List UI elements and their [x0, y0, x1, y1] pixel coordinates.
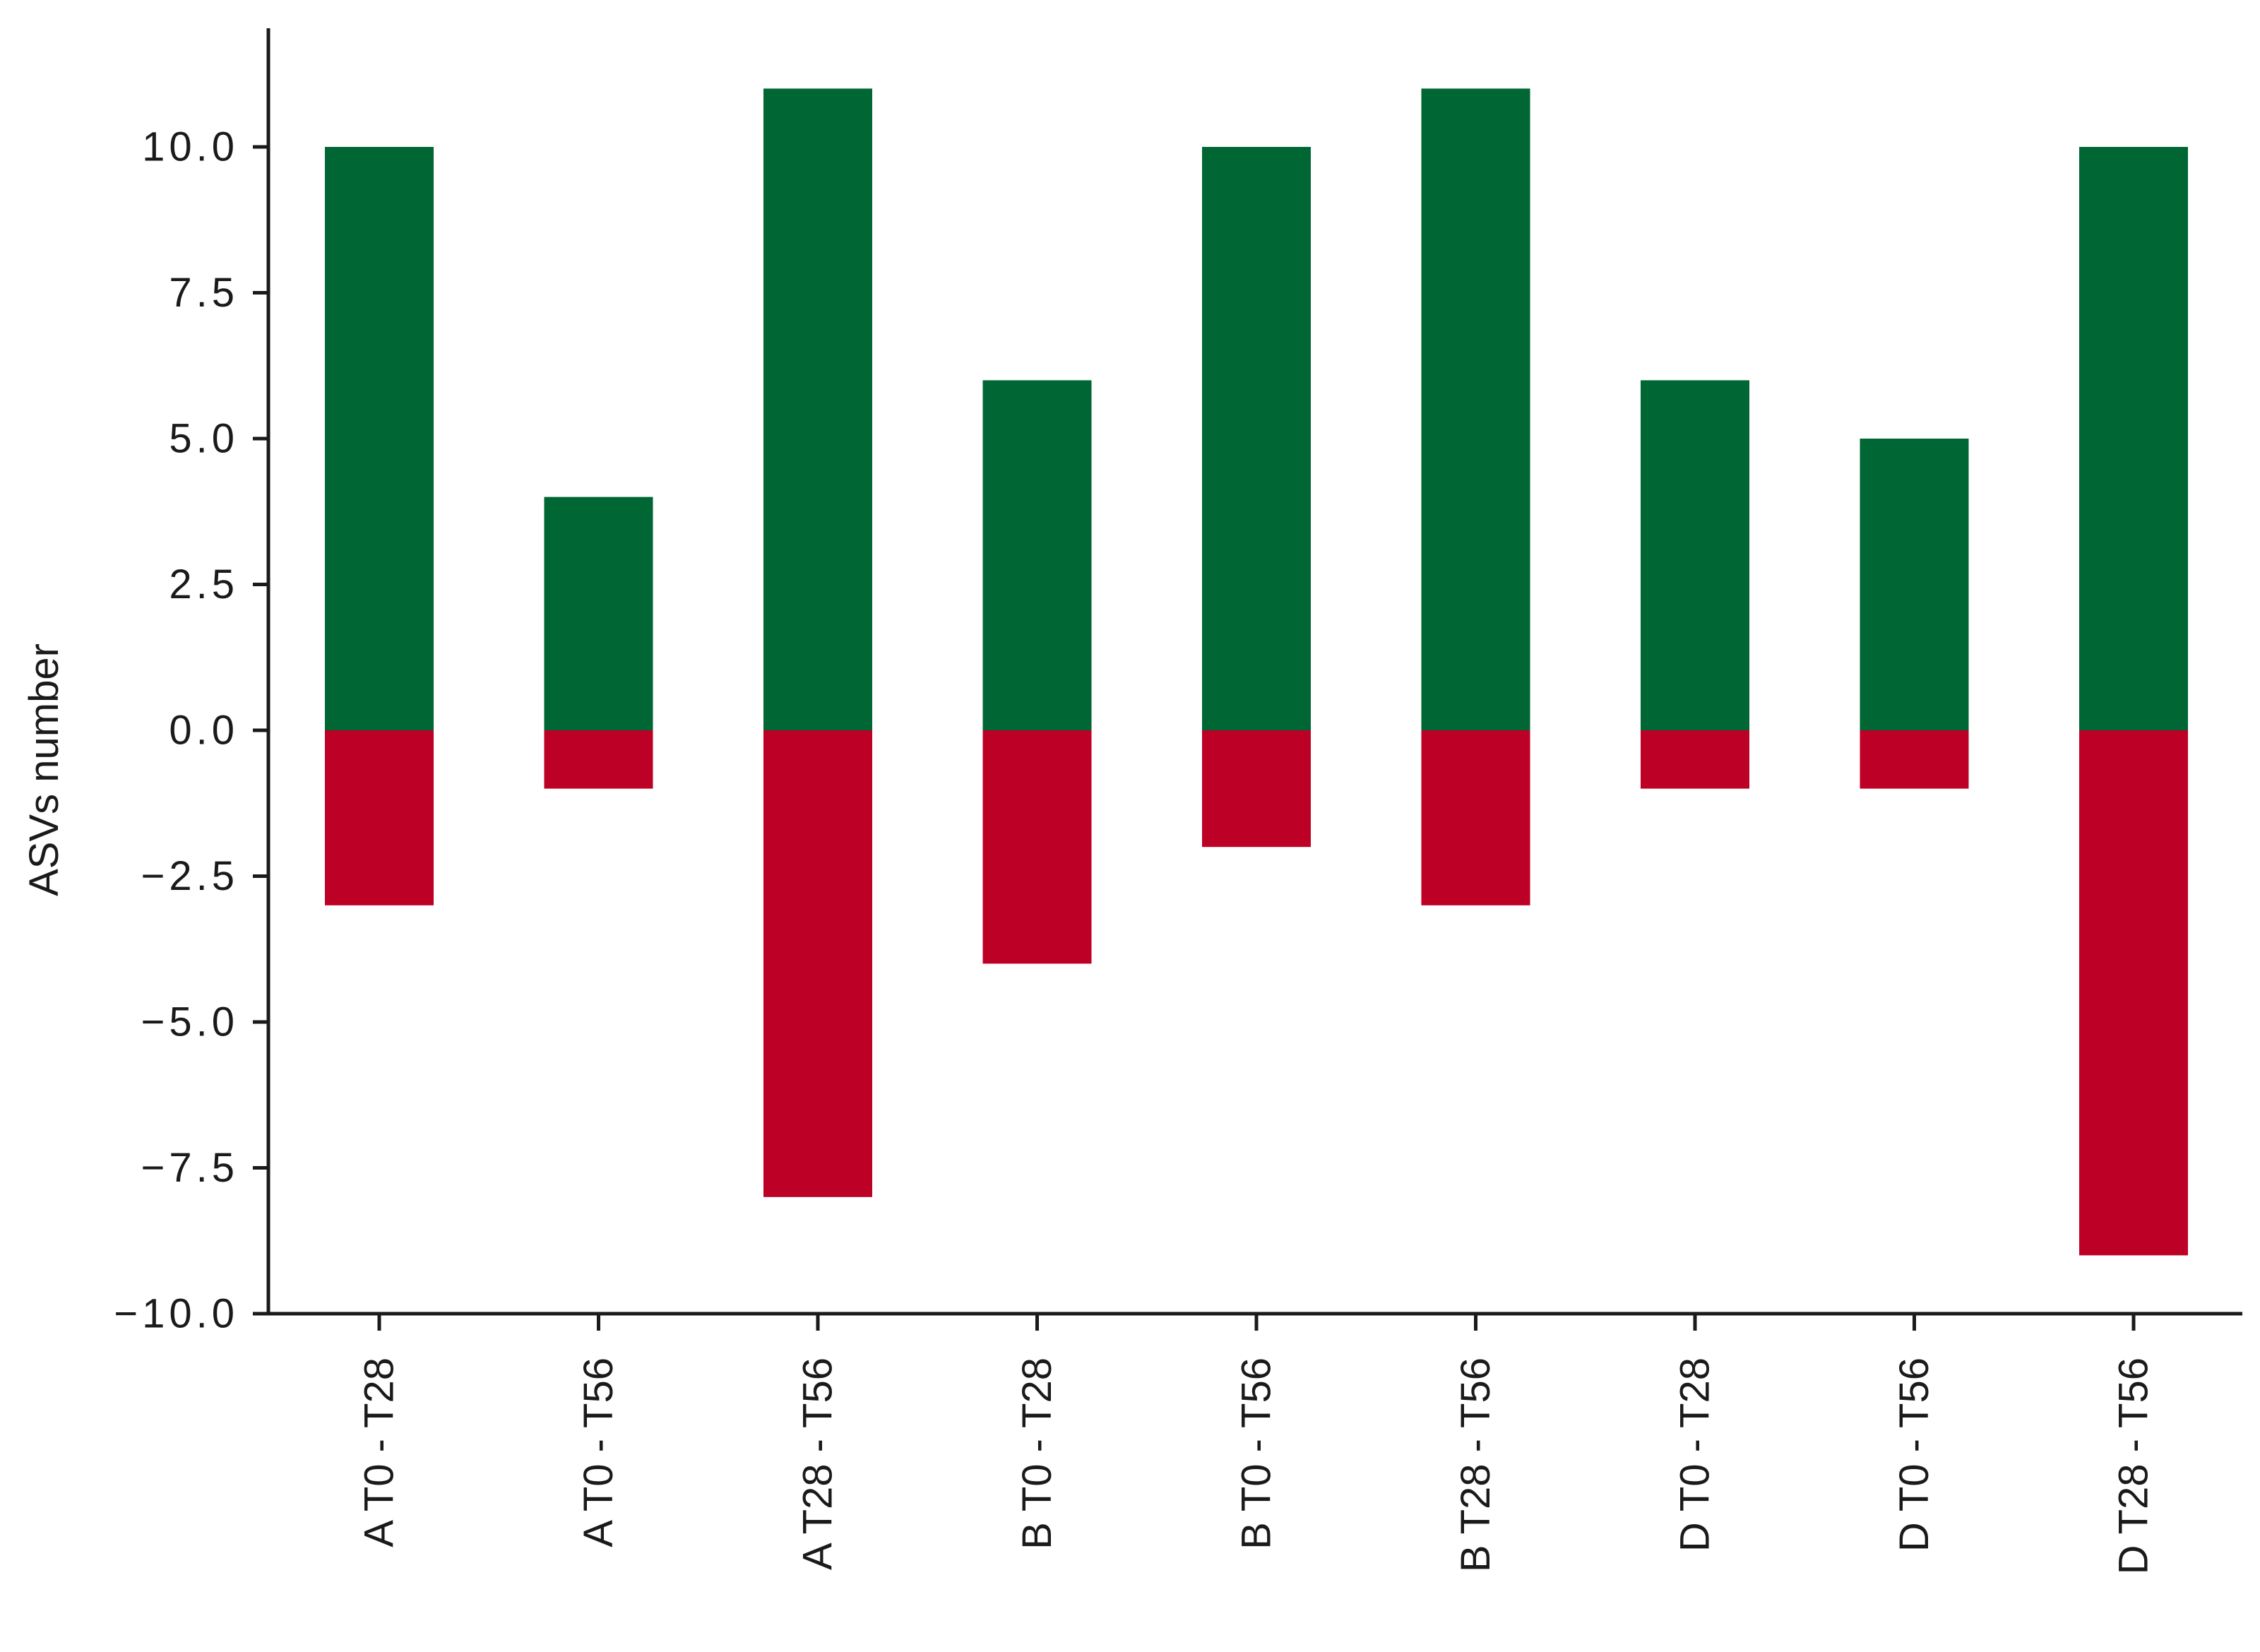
y-tick-label: 10.0: [142, 124, 239, 170]
y-tick-label: −2.5: [141, 853, 239, 899]
bar-positive-9: [2079, 147, 2188, 730]
x-tick-label: D T0 - T28: [1672, 1357, 1718, 1552]
bar-positive-7: [1641, 380, 1749, 730]
bar-negative-2: [544, 730, 653, 789]
bar-positive-8: [1860, 439, 1969, 730]
x-tick-label: B T28 - T56: [1453, 1357, 1499, 1572]
y-tick-label: 0.0: [169, 708, 239, 754]
bar-negative-3: [763, 730, 872, 1197]
x-tick-label: A T28 - T56: [795, 1357, 841, 1570]
x-tick-label: D T0 - T56: [1891, 1357, 1937, 1552]
y-tick-label: −5.0: [141, 999, 239, 1045]
y-tick-label: 2.5: [169, 561, 239, 607]
x-axis-ticks: A T0 - T28 A T0 - T56 A T28 - T56 B T0 - T2…: [357, 1314, 2157, 1574]
y-axis-ticks: −10.0 −7.5 −5.0 −2.5 0.0 2.5 5.0 7.5 10.0: [114, 124, 268, 1337]
bar-negative-9: [2079, 730, 2188, 1256]
bar-negative-6: [1421, 730, 1530, 905]
bar-positive-5: [1202, 147, 1311, 730]
x-tick-label: A T0 - T56: [576, 1357, 622, 1547]
y-tick-label: 5.0: [169, 416, 239, 462]
bar-positive-1: [325, 147, 434, 730]
y-tick-label: 7.5: [169, 270, 239, 316]
bar-negative-7: [1641, 730, 1749, 789]
y-tick-label: −7.5: [141, 1145, 239, 1191]
x-tick-label: A T0 - T28: [357, 1357, 403, 1547]
bar-negative-5: [1202, 730, 1311, 848]
bars-layer: [325, 88, 2188, 1256]
y-tick-label: −10.0: [114, 1291, 239, 1337]
bar-positive-2: [544, 497, 653, 730]
bar-positive-4: [982, 380, 1092, 730]
y-axis-label: ASVs number: [21, 643, 67, 896]
x-tick-label: B T0 - T28: [1014, 1357, 1060, 1550]
x-tick-label: B T0 - T56: [1234, 1357, 1280, 1550]
bar-negative-8: [1860, 730, 1969, 789]
x-tick-label: D T28 - T56: [2111, 1357, 2157, 1574]
axes-frame: [266, 28, 2242, 1316]
bar-positive-3: [763, 88, 872, 730]
bar-positive-6: [1421, 88, 1530, 730]
bar-negative-4: [982, 730, 1092, 964]
bar-negative-1: [325, 730, 434, 905]
